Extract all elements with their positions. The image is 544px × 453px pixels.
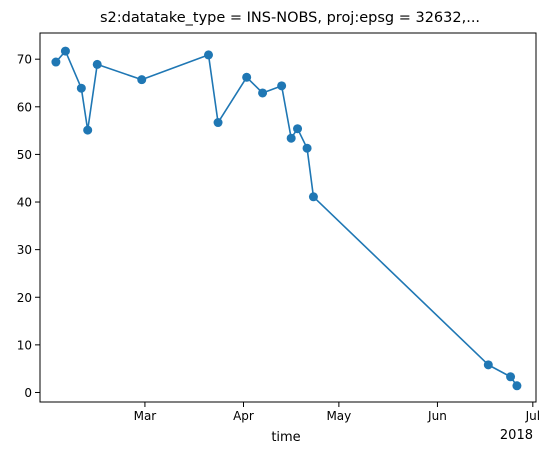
chart-title: s2:datatake_type = INS-NOBS, proj:epsg =… [100, 10, 480, 26]
x-tick-label: Jul [525, 409, 540, 423]
data-point [213, 118, 223, 128]
y-tick-label: 30 [17, 243, 32, 257]
y-tick-label: 20 [17, 291, 32, 305]
data-point [76, 83, 86, 93]
axes-frame [39, 32, 537, 403]
series-line [55, 50, 518, 387]
y-tick-label: 10 [17, 338, 32, 352]
y-tick-label: 70 [17, 53, 32, 67]
data-point [137, 75, 147, 85]
x-tick-label: May [326, 409, 351, 423]
data-point [277, 81, 287, 91]
x-tick-label: Apr [233, 409, 254, 423]
year-offset-label: 2018 [500, 428, 533, 443]
data-point [286, 133, 296, 143]
x-tick-label: Jun [427, 409, 447, 423]
data-point [258, 88, 268, 98]
data-point [51, 57, 61, 67]
y-tick-label: 40 [17, 196, 32, 210]
data-point [242, 72, 252, 82]
data-point [204, 50, 214, 60]
y-tick-label: 50 [17, 148, 32, 162]
data-point [60, 46, 70, 56]
x-axis-label: time [271, 430, 300, 445]
data-point [308, 192, 318, 202]
y-tick-label: 60 [17, 100, 32, 114]
data-point [506, 372, 516, 382]
data-point [293, 124, 303, 134]
x-tick-label: Mar [134, 409, 157, 423]
x-axis: Mar Apr May Jun Jul [134, 402, 540, 423]
data-point [92, 59, 102, 69]
data-point [512, 381, 522, 391]
data-point [302, 143, 312, 153]
y-axis: 0 10 20 30 40 50 60 70 [17, 53, 40, 400]
y-tick-label: 0 [24, 386, 32, 400]
data-point [83, 125, 93, 135]
series-layer [51, 46, 522, 391]
data-point [483, 360, 493, 370]
